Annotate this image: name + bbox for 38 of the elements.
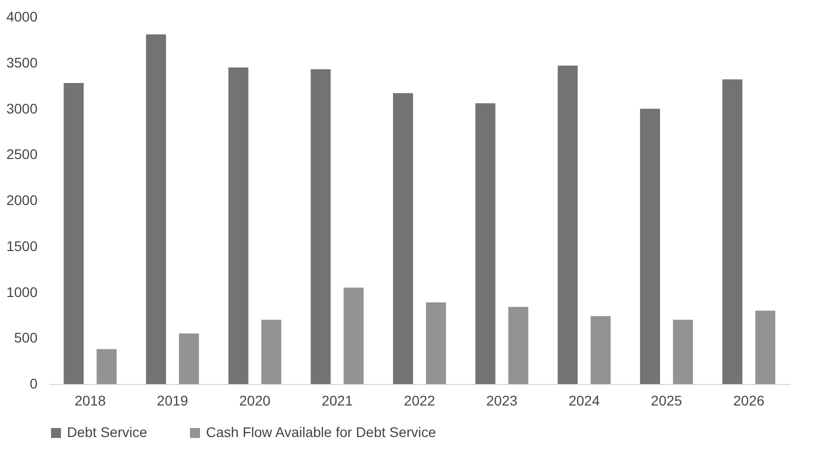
bar — [722, 79, 742, 384]
y-tick-label: 500 — [14, 330, 38, 346]
legend-label: Debt Service — [67, 424, 148, 440]
x-tick-label: 2019 — [156, 392, 188, 408]
bar — [261, 320, 282, 384]
bar — [672, 320, 693, 384]
bar — [426, 302, 446, 384]
x-tick-label: 2026 — [733, 392, 765, 408]
legend-label: Cash Flow Available for Debt Service — [206, 424, 436, 440]
bar — [178, 334, 199, 384]
y-tick-label: 2000 — [6, 192, 38, 208]
y-tick-label: 4000 — [6, 8, 38, 24]
x-tick-label: 2021 — [322, 392, 353, 408]
y-tick-label: 1500 — [6, 238, 38, 254]
bar — [64, 83, 84, 384]
y-tick-label: 3500 — [6, 54, 38, 70]
bar — [508, 306, 528, 384]
bar — [393, 93, 414, 384]
x-tick-label: 2018 — [74, 392, 106, 408]
x-tick-label: 2020 — [239, 392, 271, 408]
bar — [146, 34, 166, 384]
x-tick-label: 2025 — [650, 392, 682, 408]
x-tick-label: 2024 — [568, 392, 600, 408]
bar — [228, 67, 248, 384]
bar — [640, 108, 660, 384]
x-tick-label: 2023 — [486, 392, 518, 408]
bar — [558, 66, 578, 384]
x-tick-label: 2022 — [404, 392, 436, 408]
y-tick-label: 2500 — [6, 146, 38, 162]
y-tick-label: 3000 — [6, 100, 38, 116]
bar — [96, 349, 117, 384]
bar — [755, 310, 776, 384]
bar — [344, 288, 364, 384]
bar — [590, 316, 611, 384]
y-tick-label: 0 — [30, 376, 38, 392]
bar — [310, 69, 331, 384]
bar — [475, 103, 496, 384]
y-tick-label: 1000 — [6, 284, 38, 300]
